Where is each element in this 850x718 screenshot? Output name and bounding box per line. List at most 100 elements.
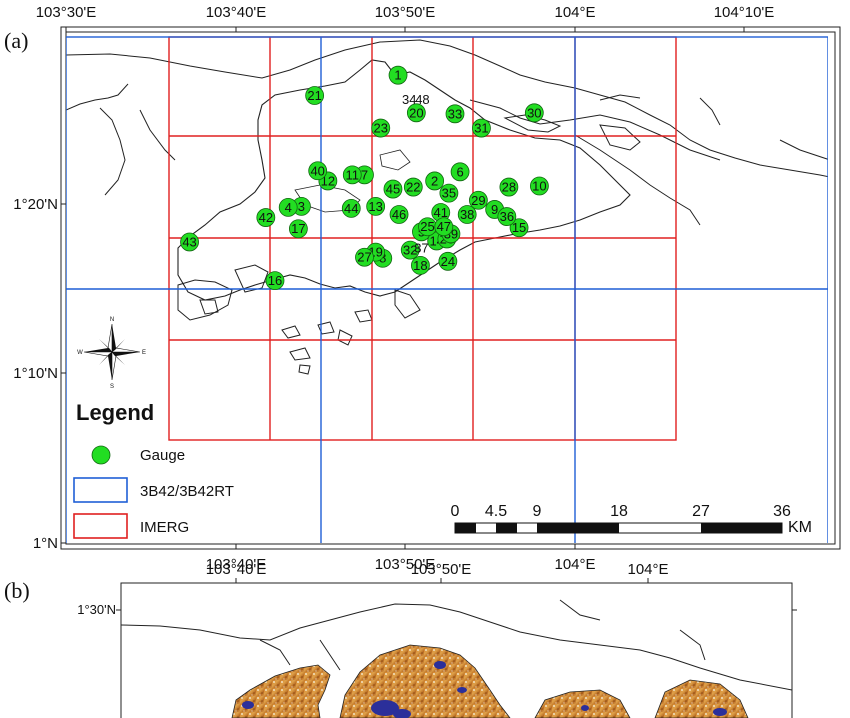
gauge-marker — [411, 255, 430, 275]
lon-tick-label: 103°40'E — [206, 556, 267, 573]
compass-south-label: S — [110, 384, 114, 390]
gauge-label: 37 — [414, 241, 428, 256]
gauge-label: 3 — [298, 199, 305, 214]
compass-north-label: N — [110, 317, 114, 323]
imerg-grid — [168, 36, 677, 441]
gauge-marker — [499, 177, 519, 197]
panel-b-label: (b) — [4, 578, 30, 603]
legend-imerg-label: IMERG — [140, 519, 189, 536]
gauge-label: 24 — [441, 254, 455, 269]
gauge-marker — [341, 199, 361, 218]
gauge-label: 42 — [259, 210, 273, 225]
panel-b-coastline — [121, 603, 792, 691]
lat-tick-label: 1°10'N — [13, 365, 58, 382]
gauge-marker — [497, 207, 517, 226]
gauge-label: 33 — [448, 106, 462, 121]
scale-label: 27 — [692, 503, 710, 520]
gauge-label: 44 — [344, 201, 358, 216]
north-arrow-icon: N S E W — [77, 317, 146, 390]
gauge-label: 6 — [456, 164, 463, 179]
gauge-label: 7 — [361, 167, 368, 182]
gauge-label: 23 — [374, 121, 388, 136]
legend: Legend Gauge 3B42/3B42RT IMERG — [73, 400, 234, 539]
panel-a-map: 1234567891011121314151617181920212223242… — [13, 4, 841, 573]
gauge-marker — [308, 161, 328, 181]
compass-west-label: W — [77, 350, 83, 356]
gauge-marker — [288, 219, 308, 239]
gauge-label: 20 — [409, 105, 423, 120]
lon-tick-label: 103°40'E — [206, 4, 267, 21]
gauge-marker — [439, 183, 459, 203]
legend-trmm-label: 3B42/3B42RT — [140, 483, 234, 500]
raster-low-values — [242, 661, 727, 718]
gauge-marker — [425, 171, 445, 191]
gauge-marker — [400, 240, 420, 260]
southern-islands — [281, 289, 421, 375]
gauge-label: 1 — [394, 68, 401, 83]
gauge-label: 32 — [403, 243, 417, 258]
bottom-lon-ticks: 103°40'E 103°50'E 104°E — [206, 556, 596, 573]
gauge-label: 38 — [460, 207, 474, 222]
gauge-label: 43 — [182, 234, 196, 249]
gauge-marker — [366, 196, 386, 216]
scale-label: 18 — [610, 503, 628, 520]
trmm-grid — [66, 36, 828, 543]
gauge-marker — [389, 205, 409, 224]
scale-label: 36 — [773, 503, 791, 520]
gauge-label: 10 — [532, 179, 546, 194]
gauge-marker — [305, 86, 325, 105]
lat-ticks: 1°20'N 1°10'N 1°N — [13, 196, 58, 552]
gauge-marker — [530, 176, 549, 196]
gauge-label: 48 — [415, 92, 429, 107]
lon-tick-label: 104°10'E — [714, 4, 775, 21]
panel-b-lon-tick: 103°40'E — [206, 561, 267, 578]
gauge-marker — [406, 103, 426, 123]
gauge-label: 27 — [357, 250, 371, 265]
legend-title: Legend — [76, 400, 154, 425]
gauge-label: 17 — [291, 221, 305, 236]
johor-coastline-east — [574, 134, 701, 226]
gauge-label: 18 — [413, 258, 427, 273]
gauge-label: 2 — [431, 173, 438, 188]
gauge-marker — [180, 232, 199, 252]
gauge-marker — [383, 179, 403, 199]
gauge-marker — [342, 165, 362, 185]
scale-unit: KM — [788, 519, 812, 536]
gauge-label: 29 — [471, 193, 485, 208]
legend-gauge-symbol — [91, 445, 111, 465]
gauge-marker — [434, 217, 454, 237]
lon-tick-label: 104°E — [554, 556, 595, 573]
gauge-label: 46 — [392, 207, 406, 222]
frame-ticks — [61, 27, 745, 549]
raster-west — [231, 664, 331, 718]
gauge-marker — [388, 65, 408, 85]
scale-label: 4.5 — [485, 503, 507, 520]
gauge-marker — [438, 251, 458, 271]
gauge-label: 22 — [406, 180, 420, 195]
raster-central — [339, 644, 511, 718]
gauges-layer: 1234567891011121314151617181920212223242… — [180, 65, 549, 291]
gauge-label: 9 — [491, 202, 498, 217]
panel-b-rivers — [259, 599, 706, 671]
raster-tekong — [654, 679, 749, 718]
panel-b-map: 103°40'E 103°50'E 104°E 1°30'N — [77, 561, 797, 718]
gauge-marker — [524, 103, 544, 123]
malaysia-coastline — [66, 39, 828, 178]
gauge-label: 21 — [307, 88, 321, 103]
gauge-label: 47 — [437, 219, 451, 234]
panel-b-lon-tick: 104°E — [627, 561, 668, 578]
gauge-label: 13 — [368, 199, 382, 214]
panel-b-frame — [120, 582, 793, 718]
gauge-marker — [355, 247, 374, 267]
gauge-label: 16 — [268, 273, 282, 288]
jurong-islands — [177, 264, 269, 321]
gauge-marker — [256, 208, 276, 227]
gauge-marker — [278, 197, 298, 217]
raster-east — [534, 689, 631, 718]
gauge-marker — [468, 190, 488, 210]
singapore-coastline — [177, 59, 631, 301]
malaysia-rivers — [66, 83, 176, 196]
map-frame-outer — [60, 26, 841, 550]
gauge-label: 40 — [310, 163, 324, 178]
